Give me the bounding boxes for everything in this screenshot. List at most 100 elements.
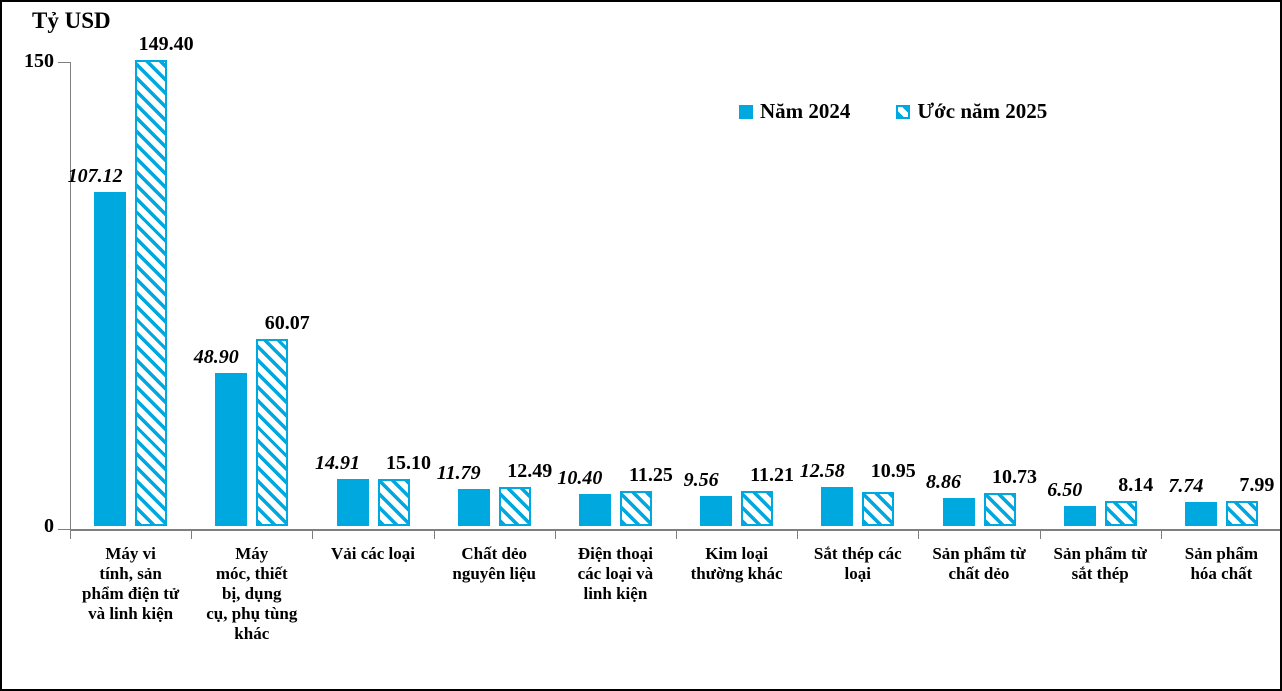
bar-value-label-2025: 15.10 [386,451,431,474]
category-label-line: sắt thép [1071,564,1129,583]
category-label-line: Máy [235,544,269,563]
bar-nam-2024 [578,493,611,526]
bar-uoc-nam-2025 [377,478,410,526]
bar-uoc-nam-2025 [862,491,895,526]
bar-nam-2024 [821,486,854,526]
x-axis-tick [433,531,435,539]
category-label-line: Điện thoại [577,544,653,563]
category-label-line: bị, dụng [222,584,282,603]
category-label-line: linh kiện [583,584,648,603]
y-tick-0 [58,529,70,530]
bar-uoc-nam-2025 [619,490,652,526]
bar-value-label-2024: 12.58 [799,459,845,482]
legend-label: Ước năm 2025 [917,99,1048,123]
bar-value-label-2024: 6.50 [1047,478,1083,501]
x-axis-tick [1160,531,1162,539]
legend-item-nam-2024: Năm 2024 [739,99,850,124]
category-label-line: hóa chất [1190,564,1253,583]
bar-value-label-2024: 14.91 [315,452,360,475]
bar-nam-2024 [942,498,975,526]
bar-value-label-2025: 12.49 [507,460,553,483]
category-label-line: Máy vi [105,544,156,563]
category-label: Sản phẩm từ sắt thép [1040,544,1161,584]
bar-value-label-2024: 7.74 [1168,474,1204,497]
y-tick-label-0: 0 [44,515,54,537]
legend-label: Năm 2024 [760,99,851,123]
category-label-line: chất dẻo [948,564,1010,583]
category-label-line: Vải các loại [330,544,415,563]
category-label-line: nguyên liệu [452,564,536,583]
category-label-line: Sản phẩm [1184,544,1258,563]
bar-value-label-2025: 8.14 [1118,473,1154,496]
y-axis-line [70,62,71,530]
x-axis-tick [312,531,314,539]
x-axis-tick [191,531,193,539]
bar-uoc-nam-2025 [498,487,531,526]
x-axis-tick [554,531,556,539]
category-label-line: Sản phẩm từ [932,544,1026,563]
category-label: Sản phẩm từ chất dẻo [918,544,1039,584]
category-label: Sản phẩm hóa chất [1161,544,1280,584]
bar-value-label-2024: 9.56 [683,469,719,492]
category-label-line: thường khác [690,564,783,583]
y-tick-150 [58,62,70,63]
bar-nam-2024 [215,373,248,526]
legend-swatch-hatch [896,104,911,119]
category-label-line: khác [234,624,270,643]
category-label: Chất dẻo nguyên liệu [434,544,555,584]
bar-value-label-2025: 10.73 [992,465,1037,488]
bar-value-label-2024: 8.86 [926,471,961,494]
category-label-line: Chất dẻo [461,544,528,563]
category-label: Vải các loại [312,544,433,564]
legend-swatch-solid [739,104,753,119]
category-label-line: cụ, phụ tùng [206,604,298,623]
category-label-line: tính, sản [99,564,162,583]
bar-value-label-2025: 60.07 [264,311,310,334]
bar-value-label-2025: 149.40 [138,32,194,55]
bar-uoc-nam-2025 [135,59,168,526]
x-axis-tick [1039,531,1041,539]
bar-nam-2024 [1184,501,1217,526]
x-axis-tick [797,531,799,539]
category-label-line: móc, thiết [215,564,288,583]
bar-value-label-2024: 48.90 [193,346,239,369]
bar-uoc-nam-2025 [983,492,1016,526]
bar-nam-2024 [457,489,490,526]
bar-nam-2024 [94,191,127,526]
category-label: Điện thoại các loại và linh kiện [555,544,676,604]
legend: Năm 2024 Ước năm 2025 [739,99,1047,124]
bar-uoc-nam-2025 [741,491,774,526]
bar-value-label-2024: 107.12 [67,164,123,187]
y-axis-unit-title: Tỷ USD [32,8,111,33]
x-axis-line [70,529,1280,531]
category-label: Sắt thép các loại [797,544,918,584]
bar-uoc-nam-2025 [256,338,289,526]
bar-value-label-2024: 10.40 [557,466,603,489]
category-label-line: Sản phẩm từ [1053,544,1147,563]
y-tick-label-150: 150 [24,50,54,72]
category-label: Máy vi tính, sản phẩm điện tử và linh kiện [70,544,191,624]
bar-nam-2024 [336,479,369,526]
bar-value-label-2024: 11.79 [436,462,481,485]
category-label-line: Kim loại [705,544,768,563]
x-axis-tick [70,531,71,539]
category-label-line: và linh kiện [88,604,174,623]
category-label-line: phẩm điện tử [82,584,180,603]
bar-nam-2024 [700,496,733,526]
bar-uoc-nam-2025 [1104,500,1137,526]
category-label-line: các loại và [577,564,654,583]
category-label: Kim loại thường khác [676,544,797,584]
legend-item-uoc-nam-2025: Ước năm 2025 [896,99,1047,124]
category-label: Máy móc, thiết bị, dụng cụ, phụ tùng khác [191,544,312,644]
bar-value-label-2025: 7.99 [1239,474,1275,497]
bar-nam-2024 [1063,505,1096,526]
category-label-line: Sắt thép các [813,544,902,563]
x-axis-tick [676,531,677,539]
category-label-line: loại [844,564,871,583]
bar-value-label-2025: 11.25 [628,463,673,486]
bar-uoc-nam-2025 [1225,501,1258,526]
x-axis-tick [918,531,920,539]
bar-value-label-2025: 10.95 [870,459,916,482]
bar-value-label-2025: 11.21 [750,464,795,487]
